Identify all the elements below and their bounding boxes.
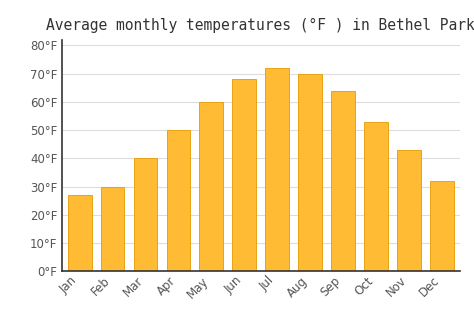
Bar [397, 150, 420, 271]
Bar [200, 102, 223, 271]
Bar [101, 187, 125, 271]
Bar [430, 181, 454, 271]
Bar [364, 122, 388, 271]
Bar [265, 68, 289, 271]
Bar [232, 79, 256, 271]
Bar [166, 130, 190, 271]
Bar [134, 159, 157, 271]
Bar [298, 73, 322, 271]
Title: Average monthly temperatures (°F ) in Bethel Park: Average monthly temperatures (°F ) in Be… [46, 18, 474, 33]
Bar [331, 91, 355, 271]
Bar [68, 195, 91, 271]
